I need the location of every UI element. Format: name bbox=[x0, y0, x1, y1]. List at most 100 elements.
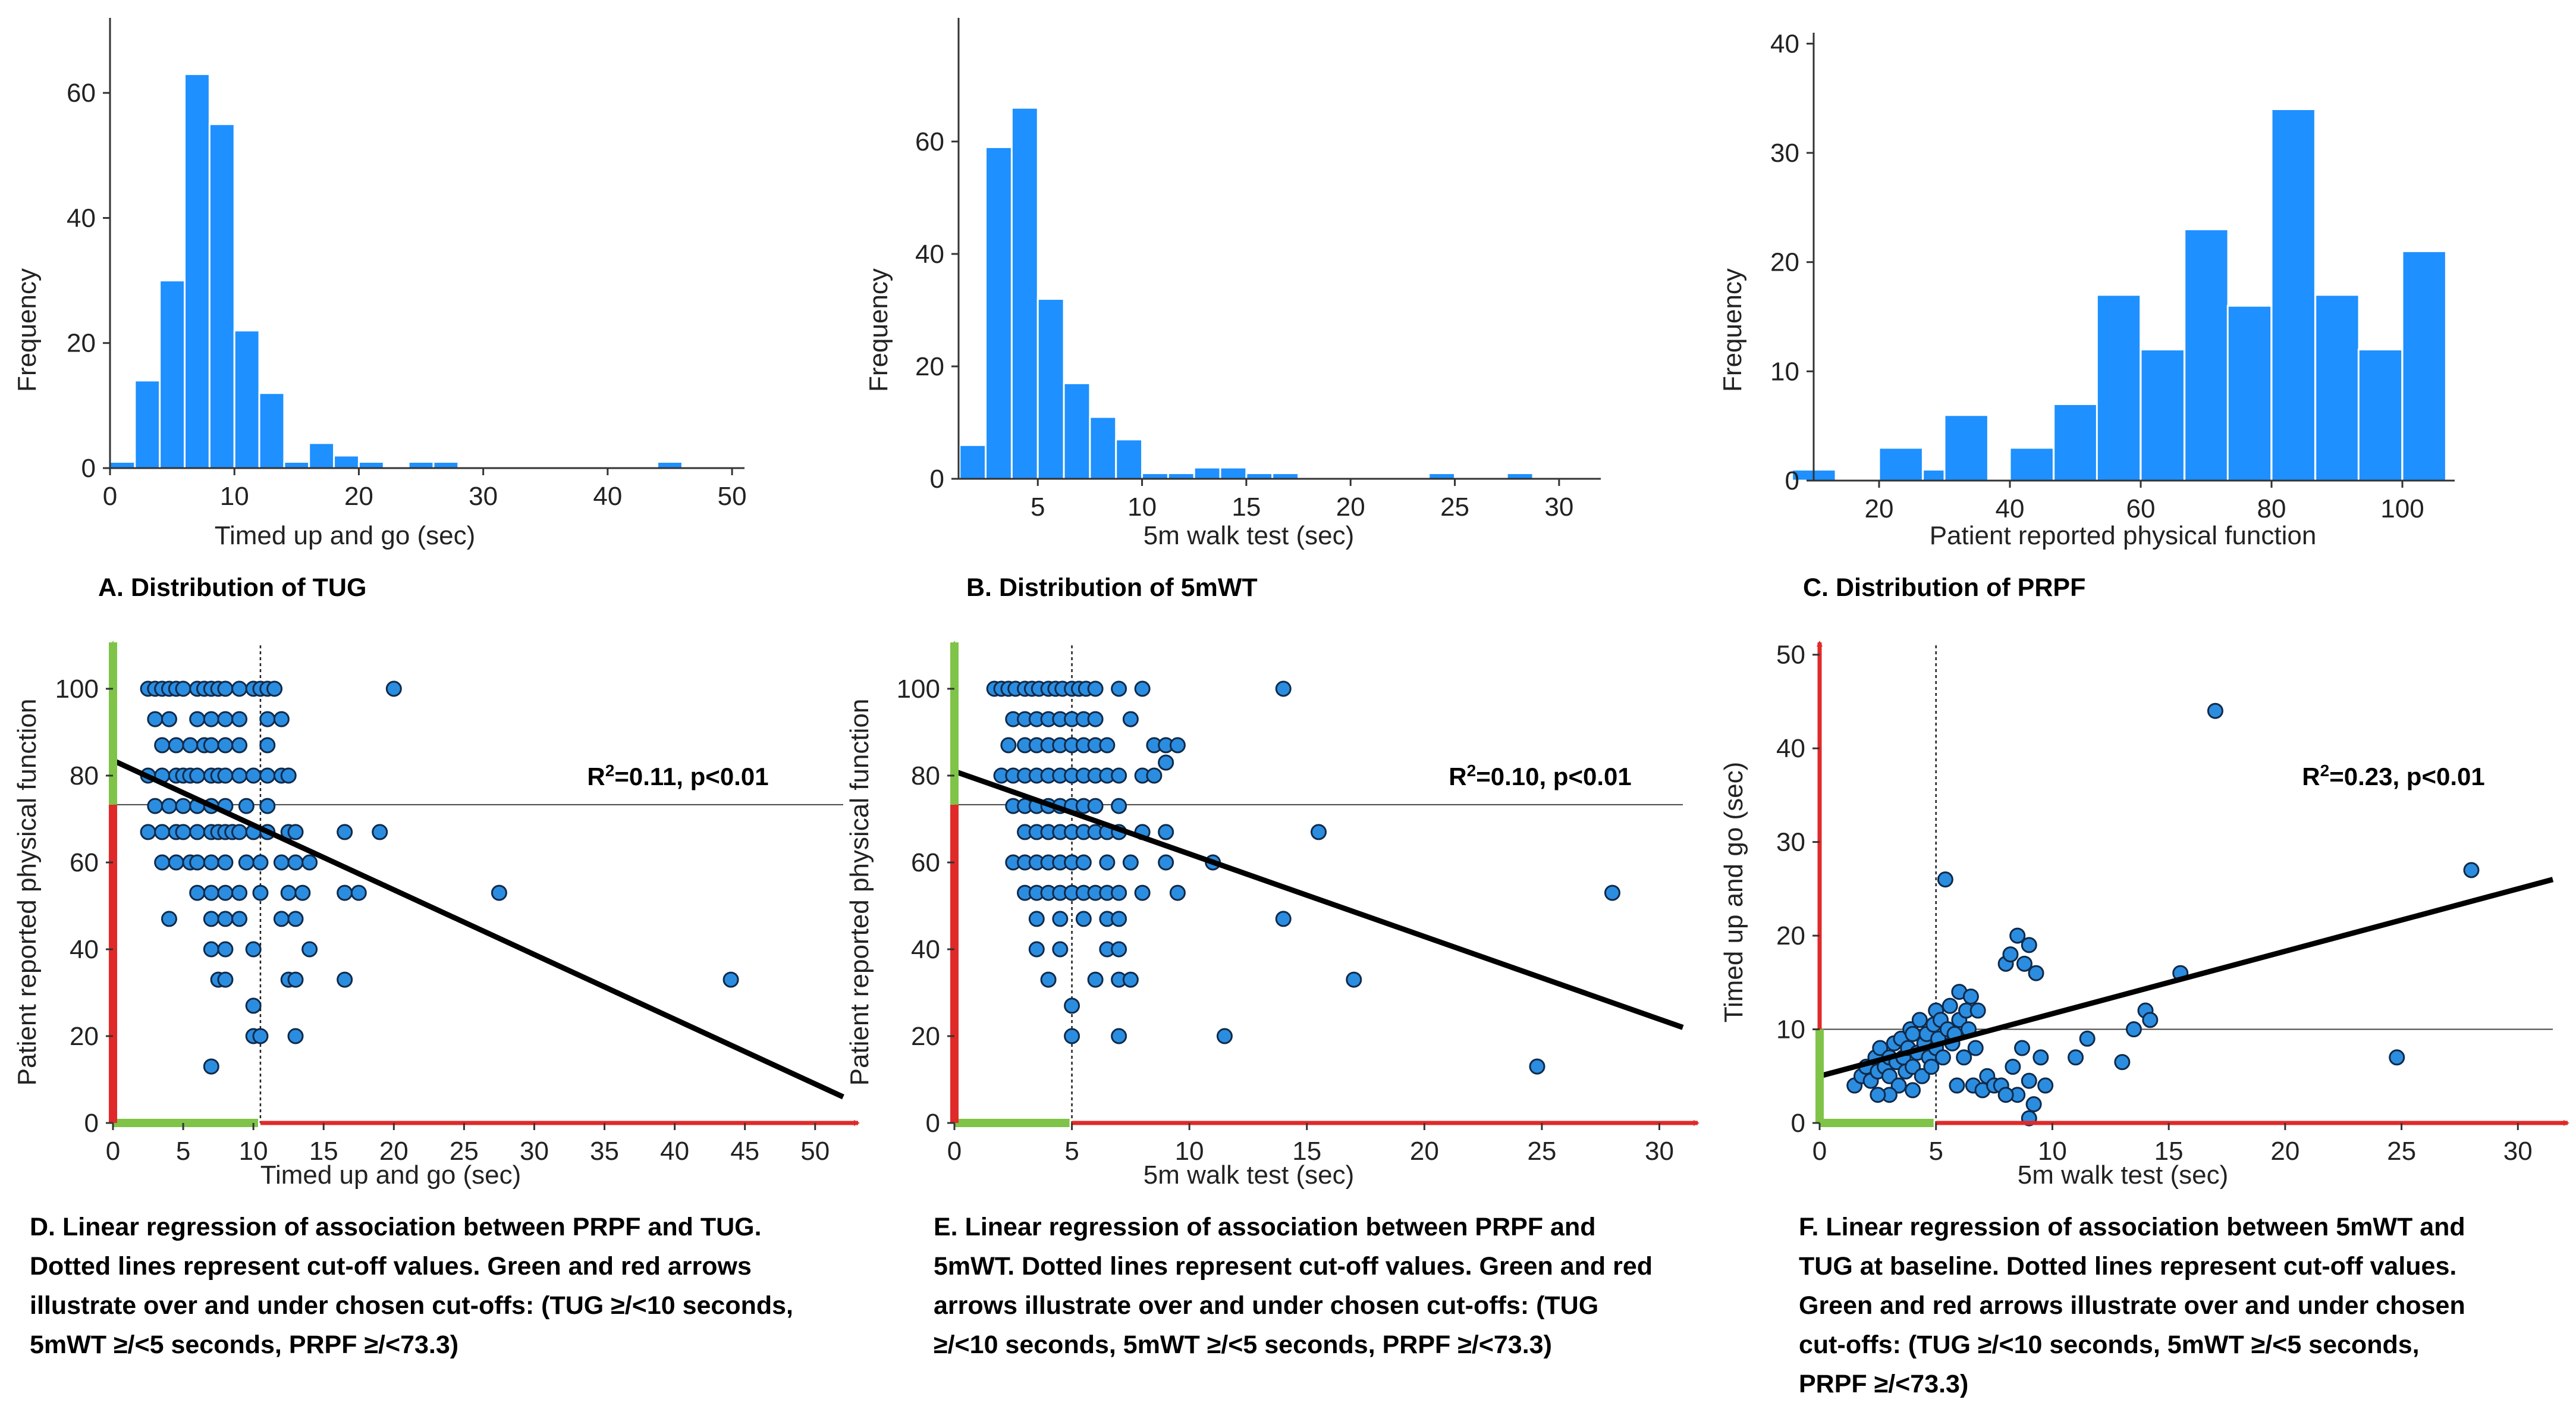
chart-c-bar-11 bbox=[2314, 294, 2360, 482]
chart-a-bar-2 bbox=[159, 280, 186, 469]
chart-e-xtick-label-2: 10 bbox=[1175, 1137, 1204, 1166]
chart-f-xtick-label-4: 20 bbox=[2270, 1137, 2299, 1166]
chart-b-bar-4 bbox=[1063, 382, 1091, 480]
chart-d-point-110 bbox=[252, 1028, 269, 1044]
chart-e-point-92 bbox=[1111, 884, 1127, 901]
chart-e-xtick-label-0: 0 bbox=[947, 1137, 962, 1166]
chart-f-point-41 bbox=[1956, 1049, 1972, 1066]
chart-c-xlabel: Patient reported physical function bbox=[1930, 521, 2317, 550]
chart-e-point-111 bbox=[1064, 997, 1080, 1014]
chart-c-bar-6 bbox=[2096, 294, 2142, 482]
chart-a-xtick-label-1: 10 bbox=[220, 482, 249, 511]
chart-c-bar-1 bbox=[1878, 447, 1924, 482]
caption-c: C. Distribution of PRPF bbox=[1803, 573, 2086, 602]
chart-f-point-63 bbox=[2025, 1096, 2042, 1113]
chart-f-point-33 bbox=[1937, 871, 1953, 888]
chart-d-point-38 bbox=[189, 767, 206, 784]
chart-e-ylabel: Patient reported physical function bbox=[845, 699, 874, 1086]
chart-d-point-90 bbox=[350, 884, 367, 901]
chart-b-xlabel: 5m walk test (sec) bbox=[1144, 521, 1355, 550]
chart-e-xtick-label-1: 5 bbox=[1064, 1137, 1079, 1166]
chart-f-xtick-label-1: 5 bbox=[1928, 1137, 1943, 1166]
chart-d-annotation-rest: =0.11, p<0.01 bbox=[614, 763, 768, 790]
chart-d-point-15 bbox=[266, 680, 283, 697]
chart-d-point-29 bbox=[203, 737, 219, 754]
chart-f-point-70 bbox=[2068, 1049, 2084, 1066]
chart-e-xtick-label-6: 30 bbox=[1645, 1137, 1674, 1166]
chart-e-xlabel: 5m walk test (sec) bbox=[1144, 1160, 1355, 1190]
chart-c-ylabel: Frequency bbox=[1718, 268, 1747, 392]
chart-b-xtick-label-4: 25 bbox=[1440, 492, 1469, 522]
chart-b-ytick-label-1: 20 bbox=[915, 352, 944, 381]
chart-a-bar-11 bbox=[407, 460, 435, 469]
chart-e-point-110 bbox=[1346, 971, 1362, 988]
chart-d-point-96 bbox=[273, 911, 290, 927]
chart-a-bar-7 bbox=[283, 460, 310, 469]
chart-f-point-65 bbox=[2037, 1077, 2054, 1094]
chart-a-xtick-label-4: 40 bbox=[593, 482, 622, 511]
chart-a-xtick-label-3: 30 bbox=[469, 482, 498, 511]
chart-a-bar-6 bbox=[258, 392, 285, 469]
caption-a: A. Distribution of TUG bbox=[98, 573, 367, 602]
chart-f-point-47 bbox=[1969, 1002, 1986, 1019]
chart-e-point-112 bbox=[1064, 1028, 1080, 1044]
chart-f-point-64 bbox=[2032, 1049, 2049, 1066]
chart-e-point-14 bbox=[1111, 680, 1127, 697]
chart-d-point-68 bbox=[287, 824, 304, 840]
chart-e-annotation-sup: 2 bbox=[1467, 761, 1477, 780]
chart-f-point-78 bbox=[2389, 1049, 2405, 1066]
chart-e-ytick-label-2: 40 bbox=[911, 935, 940, 964]
chart-d-point-98 bbox=[203, 941, 219, 958]
chart-d-point-82 bbox=[189, 884, 206, 901]
chart-e-point-101 bbox=[1275, 911, 1292, 927]
chart-f-point-75 bbox=[2142, 1012, 2159, 1028]
chart-b-bar-9 bbox=[1193, 466, 1221, 480]
chart-d-point-55 bbox=[140, 824, 156, 840]
caption-d: D. Linear regression of association betw… bbox=[30, 1213, 793, 1359]
chart-f-fit-line bbox=[1818, 877, 2554, 1079]
chart-d-point-27 bbox=[182, 737, 199, 754]
chart-f-ylabel: Timed up and go (sec) bbox=[1719, 762, 1748, 1023]
chart-e-point-26 bbox=[1000, 737, 1017, 754]
chart-e-point-80 bbox=[1099, 854, 1116, 871]
chart-f-xtick-label-5: 25 bbox=[2387, 1137, 2416, 1166]
chart-c-xtick-label-3: 80 bbox=[2257, 494, 2286, 523]
chart-d-point-105 bbox=[287, 971, 304, 988]
chart-f-xtick-label-6: 30 bbox=[2503, 1137, 2533, 1166]
chart-d-point-111 bbox=[287, 1028, 304, 1044]
chart-e-point-115 bbox=[1529, 1058, 1545, 1075]
chart-f-ytick-label-3: 30 bbox=[1776, 828, 1805, 857]
chart-d-point-69 bbox=[337, 824, 353, 840]
chart-d-point-97 bbox=[287, 911, 304, 927]
chart-d-point-11 bbox=[231, 680, 248, 697]
chart-d-xtick-label-10: 50 bbox=[800, 1137, 830, 1166]
chart-a-bar-13 bbox=[656, 460, 683, 469]
chart-c-bar-13 bbox=[2401, 250, 2447, 482]
chart-e-point-79 bbox=[1075, 854, 1092, 871]
chart-f-point-73 bbox=[2125, 1021, 2142, 1038]
chart-d-point-31 bbox=[231, 737, 248, 754]
chart-a-bar-9 bbox=[333, 454, 360, 469]
chart-c-xtick-label-2: 60 bbox=[2126, 494, 2156, 523]
chart-f-annotation-sup: 2 bbox=[2320, 761, 2330, 780]
chart-d-point-42 bbox=[231, 767, 248, 784]
chart-e-point-15 bbox=[1134, 680, 1151, 697]
chart-f-point-56 bbox=[2021, 937, 2037, 953]
chart-e-point-81 bbox=[1122, 854, 1139, 871]
chart-e-annotation-r: R bbox=[1449, 763, 1466, 790]
chart-f-ytick-label-0: 0 bbox=[1791, 1109, 1805, 1138]
chart-f-point-61 bbox=[2021, 1072, 2037, 1089]
chart-d-point-71 bbox=[154, 854, 171, 871]
chart-d-point-78 bbox=[252, 854, 269, 871]
chart-d-xtick-label-0: 0 bbox=[106, 1137, 120, 1166]
chart-d-xlabel: Timed up and go (sec) bbox=[260, 1160, 522, 1190]
chart-f-point-32 bbox=[1934, 1049, 1951, 1066]
chart-d-point-112 bbox=[203, 1058, 219, 1075]
chart-f-point-72 bbox=[2114, 1054, 2131, 1071]
chart-b-bar-1 bbox=[985, 146, 1013, 480]
chart-f-point-79 bbox=[2463, 862, 2480, 879]
chart-c-bar-12 bbox=[2357, 349, 2404, 482]
chart-d-point-54 bbox=[259, 798, 276, 814]
chart-d-xtick-label-2: 10 bbox=[239, 1137, 268, 1166]
chart-a-bar-5 bbox=[233, 330, 260, 469]
